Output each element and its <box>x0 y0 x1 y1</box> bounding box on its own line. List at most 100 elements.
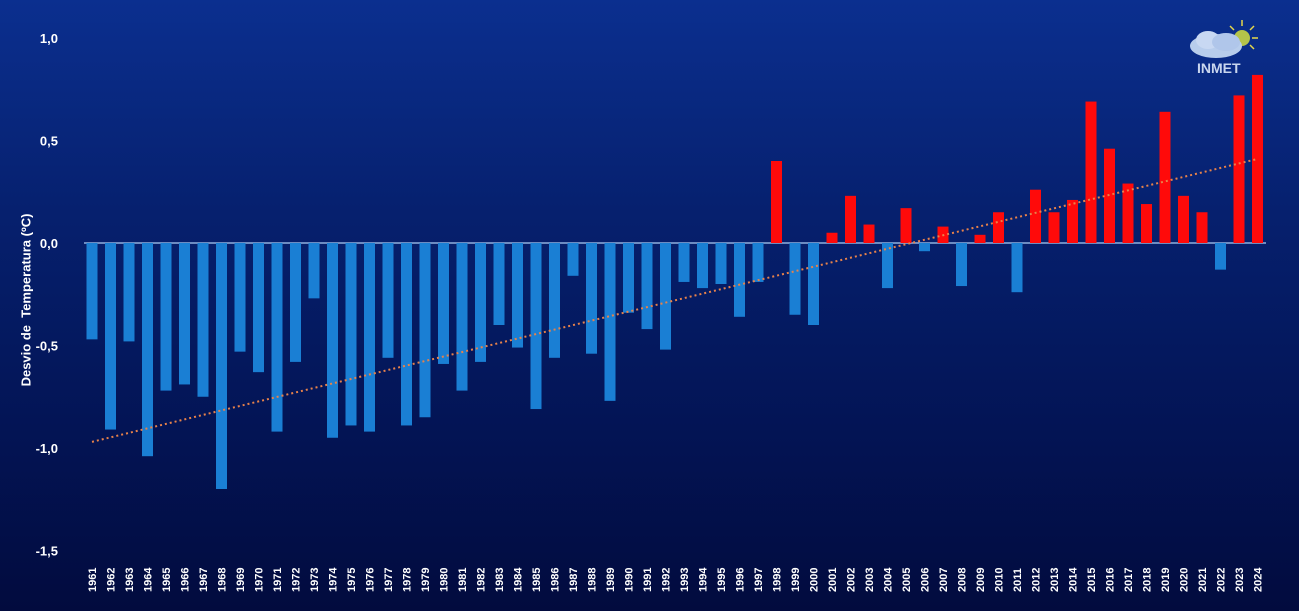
bar-1997 <box>752 243 764 282</box>
bar-1971 <box>271 243 283 432</box>
bar-1991 <box>641 243 653 330</box>
x-tick-label: 1965 <box>161 568 173 592</box>
bar-1973 <box>308 243 320 299</box>
bar-1980 <box>438 243 449 364</box>
x-tick-label: 2003 <box>864 568 876 592</box>
x-tick-label: 1987 <box>568 568 580 592</box>
x-tick-label: 2017 <box>1123 568 1135 592</box>
bar-1978 <box>401 243 412 426</box>
x-tick-label: 2015 <box>1086 568 1098 592</box>
bar-2014 <box>1067 199 1078 243</box>
x-tick-label: 1984 <box>513 567 525 592</box>
y-tick-label: 0,0 <box>40 236 58 251</box>
bar-1975 <box>345 243 357 426</box>
bar-2004 <box>882 243 893 289</box>
x-tick-label: 1998 <box>772 568 784 592</box>
x-tick-label: 1975 <box>346 568 358 592</box>
bar-1984 <box>512 243 523 348</box>
y-tick-label: 1,0 <box>40 31 58 46</box>
bar-1998 <box>771 161 782 243</box>
x-tick-label: 2024 <box>1253 567 1265 592</box>
bar-1968 <box>216 243 227 489</box>
x-tick-label: 2020 <box>1179 568 1191 592</box>
x-tick-label: 2008 <box>957 568 969 592</box>
x-tick-label: 1997 <box>753 568 765 592</box>
bar-1961 <box>86 243 98 340</box>
x-tick-label: 2007 <box>938 568 950 592</box>
bar-1988 <box>586 243 597 354</box>
x-tick-label: 2019 <box>1160 568 1172 592</box>
bar-1982 <box>475 243 486 362</box>
bar-1995 <box>715 243 727 284</box>
x-tick-label: 1976 <box>365 568 377 592</box>
bar-2015 <box>1085 101 1097 243</box>
logo-text: INMET <box>1197 60 1241 76</box>
bar-1972 <box>290 243 301 362</box>
bar-2022 <box>1215 243 1226 270</box>
x-tick-label: 2006 <box>920 568 932 592</box>
bar-2011 <box>1011 243 1023 293</box>
bar-2013 <box>1048 212 1060 243</box>
bar-1962 <box>105 243 116 430</box>
bar-1967 <box>197 243 209 397</box>
x-tick-label: 1962 <box>106 568 118 592</box>
x-tick-label: 2011 <box>1012 568 1024 592</box>
x-tick-label: 2009 <box>975 568 987 592</box>
bar-2002 <box>845 195 856 243</box>
bar-2010 <box>993 212 1004 243</box>
x-tick-label: 2002 <box>846 568 858 592</box>
x-tick-label: 1990 <box>624 568 636 592</box>
y-tick-label: 0,5 <box>40 134 58 149</box>
x-tick-label: 2000 <box>809 568 821 592</box>
x-tick-label: 2010 <box>994 568 1006 592</box>
bar-2006 <box>919 243 930 252</box>
x-tick-label: 1967 <box>198 568 210 592</box>
x-tick-label: 1989 <box>605 568 617 592</box>
bar-1969 <box>234 243 246 352</box>
x-tick-label: 1966 <box>180 568 192 592</box>
bar-1976 <box>364 243 375 432</box>
bar-1970 <box>253 243 264 373</box>
x-tick-label: 1981 <box>457 568 469 592</box>
bar-1994 <box>697 243 708 289</box>
x-tick-label: 1978 <box>402 568 414 592</box>
bar-1993 <box>678 243 690 282</box>
x-tick-label: 1979 <box>420 568 432 592</box>
bar-2017 <box>1122 183 1134 243</box>
x-tick-label: 1985 <box>531 568 543 592</box>
x-tick-label: 2001 <box>827 568 839 592</box>
bar-1985 <box>530 243 542 410</box>
x-tick-label: 1970 <box>254 568 266 592</box>
bar-2005 <box>900 208 912 243</box>
x-tick-label: 1974 <box>328 567 340 592</box>
bar-1999 <box>789 243 801 315</box>
x-tick-label: 1961 <box>87 568 99 592</box>
bar-1964 <box>142 243 153 457</box>
x-tick-label: 1969 <box>235 568 247 592</box>
bar-1987 <box>567 243 579 276</box>
x-tick-label: 2012 <box>1031 568 1043 592</box>
bar-2020 <box>1178 195 1189 243</box>
bar-1974 <box>327 243 338 438</box>
bar-2012 <box>1030 189 1041 243</box>
bar-1979 <box>419 243 431 418</box>
x-tick-label: 2016 <box>1105 568 1117 592</box>
trend-line <box>91 157 1258 443</box>
bar-1966 <box>179 243 190 385</box>
bar-1996 <box>734 243 745 317</box>
x-tick-label: 1964 <box>143 567 155 592</box>
x-tick-label: 2004 <box>883 567 895 592</box>
y-axis-label: Desvio de Temperatura (ºC) <box>18 213 34 387</box>
bar-2009 <box>974 234 986 243</box>
x-tick-label: 1996 <box>735 568 747 592</box>
bar-1963 <box>123 243 135 342</box>
x-tick-label: 1994 <box>698 567 710 592</box>
bar-1992 <box>660 243 671 350</box>
bar-1990 <box>623 243 634 313</box>
bar-2023 <box>1233 95 1245 244</box>
x-tick-label: 1982 <box>476 568 488 592</box>
x-tick-label: 1973 <box>309 568 321 592</box>
x-tick-label: 2005 <box>901 568 913 592</box>
x-tick-label: 1988 <box>587 568 599 592</box>
bar-2008 <box>956 243 967 287</box>
